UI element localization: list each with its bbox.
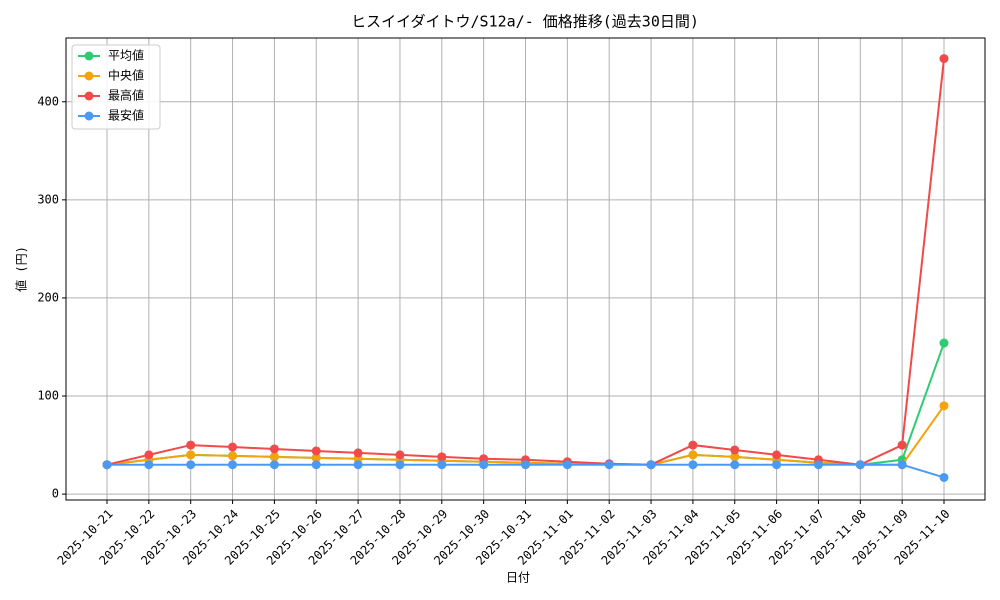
legend-label: 中央値 bbox=[108, 68, 144, 83]
data-point bbox=[228, 460, 238, 470]
legend-box bbox=[71, 44, 161, 130]
data-point bbox=[897, 460, 907, 470]
data-point bbox=[730, 452, 740, 462]
data-point bbox=[646, 460, 656, 470]
legend-marker bbox=[84, 91, 94, 101]
data-point bbox=[897, 440, 907, 450]
y-tick-label: 100 bbox=[37, 389, 59, 403]
data-point bbox=[939, 338, 949, 348]
legend-label: 最高値 bbox=[108, 88, 144, 103]
data-point bbox=[311, 460, 321, 470]
data-point bbox=[855, 460, 865, 470]
data-point bbox=[437, 452, 447, 462]
data-point bbox=[688, 440, 698, 450]
data-point bbox=[395, 450, 405, 460]
data-point bbox=[228, 442, 238, 452]
data-point bbox=[353, 460, 363, 470]
legend-marker bbox=[84, 111, 94, 121]
data-point bbox=[479, 460, 489, 470]
data-point bbox=[186, 460, 196, 470]
data-point bbox=[353, 448, 363, 458]
legend-label: 平均値 bbox=[108, 48, 144, 63]
data-point bbox=[604, 460, 614, 470]
plot-frame bbox=[65, 37, 986, 501]
data-point bbox=[311, 453, 321, 463]
data-point bbox=[521, 460, 530, 470]
data-point bbox=[395, 460, 405, 470]
data-point bbox=[144, 460, 154, 470]
y-tick-label: 0 bbox=[52, 487, 59, 501]
y-tick-label: 400 bbox=[37, 94, 59, 108]
y-tick-label: 300 bbox=[37, 192, 59, 206]
data-point bbox=[437, 460, 447, 470]
y-tick-label: 200 bbox=[37, 290, 59, 304]
y-axis-label: 値 (円) bbox=[14, 246, 29, 292]
data-point bbox=[688, 450, 698, 460]
chart-title: ヒスイイダイトウ/S12a/- 価格推移(過去30日間) bbox=[351, 13, 699, 31]
data-point bbox=[186, 450, 196, 460]
legend-label: 最安値 bbox=[108, 108, 144, 123]
data-point bbox=[562, 460, 572, 470]
data-point bbox=[144, 450, 154, 460]
data-point bbox=[772, 450, 782, 460]
data-point bbox=[939, 472, 949, 482]
data-point bbox=[688, 460, 698, 470]
data-point bbox=[772, 460, 782, 470]
data-point bbox=[730, 460, 740, 470]
legend-marker bbox=[84, 51, 94, 61]
data-point bbox=[813, 460, 823, 470]
data-point bbox=[186, 440, 196, 450]
x-axis-label: 日付 bbox=[506, 571, 530, 585]
legend-marker bbox=[84, 71, 94, 81]
data-point bbox=[269, 444, 279, 454]
data-point bbox=[102, 460, 112, 470]
data-point bbox=[269, 452, 279, 462]
data-point bbox=[228, 451, 238, 461]
data-point bbox=[730, 445, 740, 455]
data-point bbox=[311, 446, 321, 456]
data-point bbox=[269, 460, 279, 470]
data-point bbox=[939, 401, 949, 411]
data-point bbox=[939, 54, 949, 64]
